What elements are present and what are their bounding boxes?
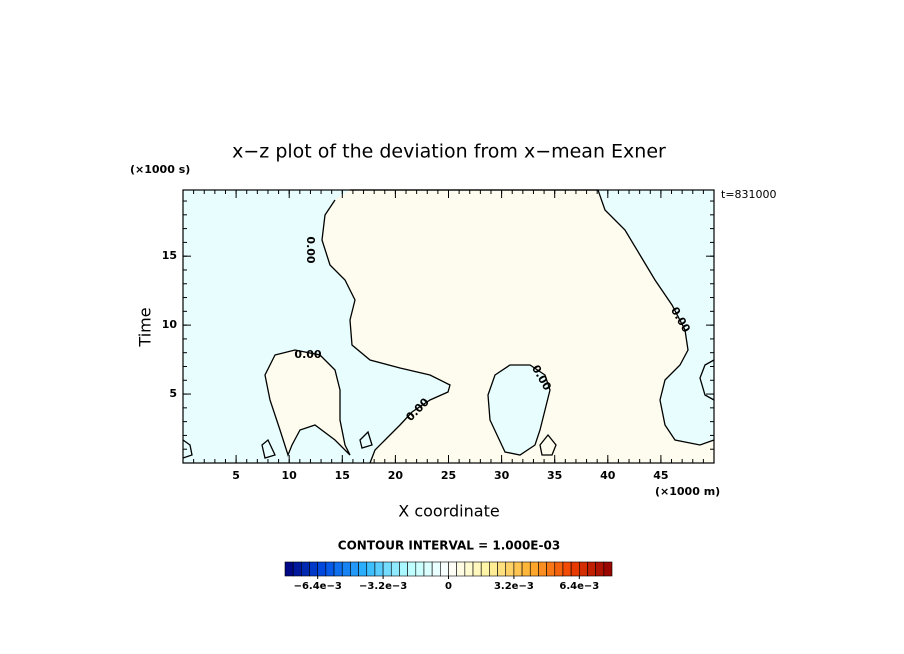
positive-region bbox=[322, 190, 714, 463]
colorbar-box bbox=[333, 561, 343, 577]
colorbar-box bbox=[358, 561, 368, 577]
x-tick-label: 15 bbox=[335, 469, 350, 482]
contour-line bbox=[359, 430, 373, 449]
colorbar-box bbox=[546, 561, 556, 577]
contour-label: 0.00 bbox=[304, 236, 317, 263]
colorbar-box bbox=[382, 561, 392, 577]
colorbar-box bbox=[325, 561, 335, 577]
colorbar-box bbox=[595, 561, 605, 577]
contour-interval: CONTOUR INTERVAL = 1.000E-03 bbox=[338, 539, 560, 553]
chart-title: x−z plot of the deviation from x−mean Ex… bbox=[232, 141, 666, 163]
colorbar-tick-label: −3.2e−3 bbox=[359, 581, 407, 592]
colorbar-box bbox=[472, 561, 482, 577]
colorbar-box bbox=[570, 561, 580, 577]
colorbar-box bbox=[341, 561, 351, 577]
plot-area: 0.000.000.000.000.00 bbox=[182, 189, 715, 464]
colorbar-box bbox=[423, 561, 433, 577]
colorbar-box bbox=[497, 561, 507, 577]
contour-line bbox=[539, 433, 557, 456]
contour-line bbox=[699, 359, 715, 401]
colorbar-box bbox=[603, 561, 613, 577]
colorbar-box bbox=[415, 561, 425, 577]
colorbar-box bbox=[513, 561, 523, 577]
colorbar-box bbox=[464, 561, 474, 577]
colorbar-box bbox=[292, 561, 302, 577]
colorbar-box bbox=[578, 561, 588, 577]
colorbar-box bbox=[301, 561, 310, 577]
colorbar-box bbox=[366, 561, 376, 577]
positive-region bbox=[265, 350, 350, 455]
x-tick-label: 20 bbox=[388, 469, 404, 482]
colorbar-box bbox=[480, 561, 490, 577]
contour-line bbox=[261, 438, 276, 459]
x-tick-label: 10 bbox=[282, 469, 298, 482]
colorbar-box bbox=[431, 561, 441, 577]
x-tick-label: 40 bbox=[600, 469, 616, 482]
x-tick-label: 25 bbox=[441, 469, 456, 482]
colorbar-box bbox=[284, 561, 294, 577]
contour-line bbox=[182, 439, 193, 459]
colorbar-box bbox=[529, 561, 539, 577]
negative-region bbox=[488, 365, 550, 455]
x-tick-label: 30 bbox=[494, 469, 510, 482]
colorbar-box bbox=[374, 561, 384, 577]
colorbar-box bbox=[587, 561, 596, 577]
y-tick-label: 10 bbox=[162, 318, 178, 331]
contour-label: 0.00 bbox=[294, 348, 321, 361]
x-unit: (×1000 m) bbox=[655, 485, 720, 498]
colorbar-box bbox=[554, 561, 564, 577]
colorbar-box bbox=[399, 561, 408, 577]
colorbar-box bbox=[448, 561, 457, 577]
colorbar-tick-label: 6.4e−3 bbox=[559, 581, 599, 592]
colorbar-box bbox=[390, 561, 400, 577]
colorbar-box bbox=[309, 561, 318, 577]
colorbar-box bbox=[407, 561, 417, 577]
colorbar-tick-label: 0 bbox=[445, 581, 452, 592]
x-axis-label: X coordinate bbox=[398, 502, 499, 521]
x-tick-label: 35 bbox=[547, 469, 562, 482]
colorbar-box bbox=[317, 561, 327, 577]
y-unit: (×1000 s) bbox=[130, 163, 190, 176]
contour-line bbox=[264, 349, 351, 457]
y-tick-label: 15 bbox=[162, 249, 177, 262]
colorbar-box bbox=[505, 561, 515, 577]
time-label: t=831000 bbox=[721, 188, 777, 201]
colorbar-box bbox=[456, 561, 466, 577]
colorbar-box bbox=[521, 561, 531, 577]
x-tick-label: 45 bbox=[653, 469, 668, 482]
x-tick-label: 5 bbox=[232, 469, 240, 482]
colorbar-box bbox=[538, 561, 547, 577]
colorbar-tick-label: −6.4e−3 bbox=[294, 581, 342, 592]
contour-line bbox=[321, 189, 715, 464]
colorbar-box bbox=[440, 561, 449, 577]
colorbar-box bbox=[350, 561, 359, 577]
colorbar-box bbox=[562, 561, 572, 577]
colorbar-box bbox=[489, 561, 498, 577]
contour-line bbox=[487, 364, 551, 456]
y-axis-label: Time bbox=[136, 307, 155, 347]
colorbar-tick-label: 3.2e−3 bbox=[494, 581, 534, 592]
y-tick-label: 5 bbox=[169, 387, 177, 400]
